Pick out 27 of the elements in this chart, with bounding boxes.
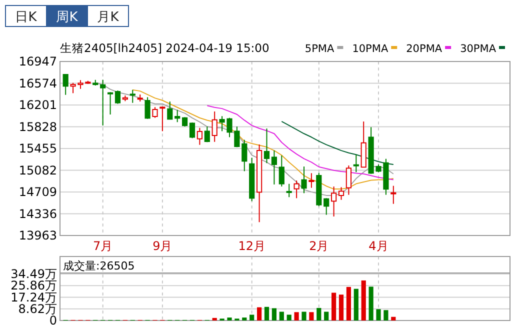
y-tick-label: 17.24万 <box>10 290 57 304</box>
x-tick-label: 7月 <box>93 239 113 253</box>
x-tick-label: 12月 <box>238 239 266 253</box>
x-tick-label: 4月 <box>368 239 388 253</box>
tab: 周K <box>46 5 88 27</box>
y-tick-label: 14336 <box>18 206 57 221</box>
y-tick-label: 15828 <box>18 120 57 134</box>
y-tick-label: 16574 <box>18 76 57 90</box>
y-tick-label: 34.49万 <box>10 267 57 281</box>
y-tick-label: 14709 <box>18 185 57 199</box>
y-tick-label: 16201 <box>18 98 57 112</box>
x-tick-label: 2月 <box>309 239 329 253</box>
tab: 月K <box>87 5 129 27</box>
y-tick-label: 15082 <box>18 163 57 178</box>
y-tick-label: 25.86万 <box>10 278 57 293</box>
chart-title: 成交量:26505 <box>63 260 135 272</box>
y-tick-label: 15455 <box>18 142 57 156</box>
legend-label: 20PMA <box>406 43 443 55</box>
tab: 日K <box>5 5 47 27</box>
legend-label: 30PMA <box>460 43 497 55</box>
y-tick-label: 0 <box>49 314 57 325</box>
legend-label: 10PMA <box>352 43 389 55</box>
x-tick-label: 9月 <box>152 239 172 253</box>
y-tick-label: 13963 <box>18 228 57 242</box>
chart-title: 生猪2405[lh2405] 2024-04-19 15:00 <box>60 41 270 55</box>
y-tick-label: 16947 <box>18 54 57 68</box>
legend-label: 5PMA <box>304 43 335 55</box>
